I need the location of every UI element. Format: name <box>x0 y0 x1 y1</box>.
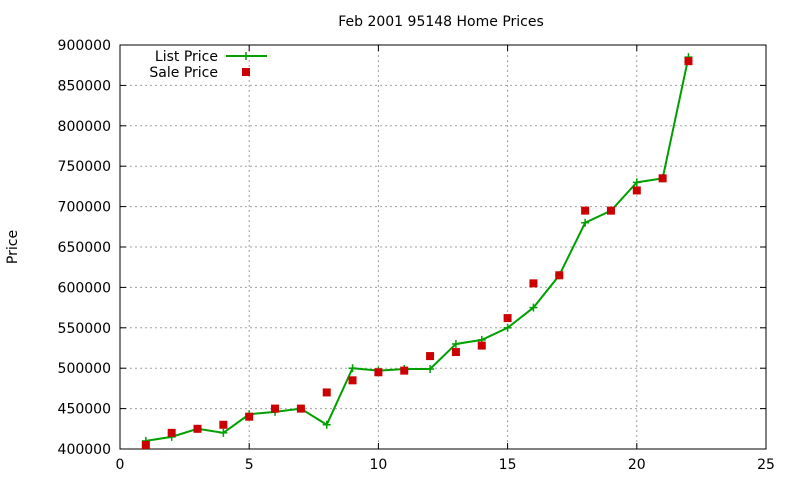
sale-price-point <box>245 412 254 421</box>
sale-price-point <box>529 279 538 288</box>
x-tick-label: 5 <box>245 457 254 473</box>
grid-lines <box>120 45 766 449</box>
sale-price-point <box>581 206 590 215</box>
legend-label: List Price <box>155 49 218 65</box>
series-sale-price <box>141 57 693 449</box>
sale-price-point <box>606 206 615 215</box>
y-tick-label: 400000 <box>58 442 111 458</box>
sale-price-point <box>374 368 383 377</box>
y-tick-label: 800000 <box>58 119 111 135</box>
sale-price-point <box>271 404 280 413</box>
sale-price-point <box>141 440 150 449</box>
y-tick-label: 550000 <box>58 321 111 337</box>
legend-label: Sale Price <box>149 65 218 81</box>
list-price-point <box>529 303 538 312</box>
legend-swatch-square <box>242 68 250 76</box>
axes: 0 5 10 15 20 25 400000 450000 500000 550000 600000… <box>58 38 775 473</box>
y-tick-label: 500000 <box>58 361 111 377</box>
y-tick-label: 450000 <box>58 402 111 418</box>
sale-price-point <box>322 388 331 397</box>
list-price-point <box>581 218 590 227</box>
sale-price-point <box>555 271 564 280</box>
legend-swatch-marker <box>242 52 250 60</box>
sale-price-point <box>632 186 641 195</box>
sale-price-point <box>426 352 435 361</box>
sale-price-point <box>477 341 486 350</box>
sale-price-point <box>451 348 460 357</box>
y-tick-label: 900000 <box>58 38 111 54</box>
sale-price-point <box>167 428 176 437</box>
sale-price-point <box>658 174 667 183</box>
y-tick-label: 650000 <box>58 240 111 256</box>
sale-price-point <box>348 376 357 385</box>
list-price-point <box>322 420 331 429</box>
series-list-price <box>141 53 693 445</box>
series-layer <box>141 53 693 449</box>
x-tick-label: 0 <box>116 457 125 473</box>
list-price-point <box>632 178 641 187</box>
sale-price-point <box>296 404 305 413</box>
sale-price-point <box>503 314 512 323</box>
y-tick-label: 850000 <box>58 78 111 94</box>
y-axis-label: Price <box>5 230 21 264</box>
y-tick-label: 750000 <box>58 159 111 175</box>
list-price-point <box>348 364 357 373</box>
list-price-point <box>426 365 435 374</box>
sale-price-point <box>400 366 409 375</box>
chart-title: Feb 2001 95148 Home Prices <box>338 14 544 30</box>
x-tick-label: 25 <box>757 457 775 473</box>
list-price-point <box>503 323 512 332</box>
list-price-point <box>219 428 228 437</box>
list-price-point <box>451 339 460 348</box>
list-price-line <box>145 56 690 442</box>
x-tick-label: 15 <box>499 457 517 473</box>
x-tick-label: 20 <box>628 457 646 473</box>
x-tick-label: 10 <box>369 457 387 473</box>
sale-price-point <box>684 57 693 66</box>
sale-price-point <box>193 424 202 433</box>
y-tick-label: 700000 <box>58 200 111 216</box>
y-tick-label: 600000 <box>58 280 111 296</box>
sale-price-point <box>219 420 228 429</box>
